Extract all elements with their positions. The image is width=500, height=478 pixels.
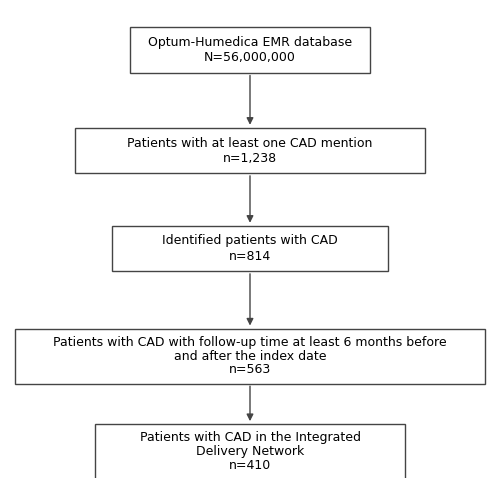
- Bar: [112, 226, 388, 272]
- Text: Delivery Network: Delivery Network: [196, 445, 304, 458]
- Text: and after the index date: and after the index date: [174, 349, 326, 363]
- Text: N=56,000,000: N=56,000,000: [204, 51, 296, 64]
- Text: Identified patients with CAD: Identified patients with CAD: [162, 235, 338, 248]
- Text: Patients with CAD in the Integrated: Patients with CAD in the Integrated: [140, 432, 360, 445]
- Text: Patients with at least one CAD mention: Patients with at least one CAD mention: [128, 137, 372, 150]
- Bar: [130, 28, 370, 73]
- Text: Patients with CAD with follow-up time at least 6 months before: Patients with CAD with follow-up time at…: [53, 336, 447, 349]
- Text: n=563: n=563: [229, 363, 271, 376]
- Bar: [15, 329, 485, 383]
- Bar: [95, 424, 405, 478]
- Bar: [75, 128, 425, 174]
- Text: Optum-Humedica EMR database: Optum-Humedica EMR database: [148, 36, 352, 49]
- Text: n=1,238: n=1,238: [223, 152, 277, 164]
- Text: n=814: n=814: [229, 250, 271, 262]
- Text: n=410: n=410: [229, 459, 271, 472]
